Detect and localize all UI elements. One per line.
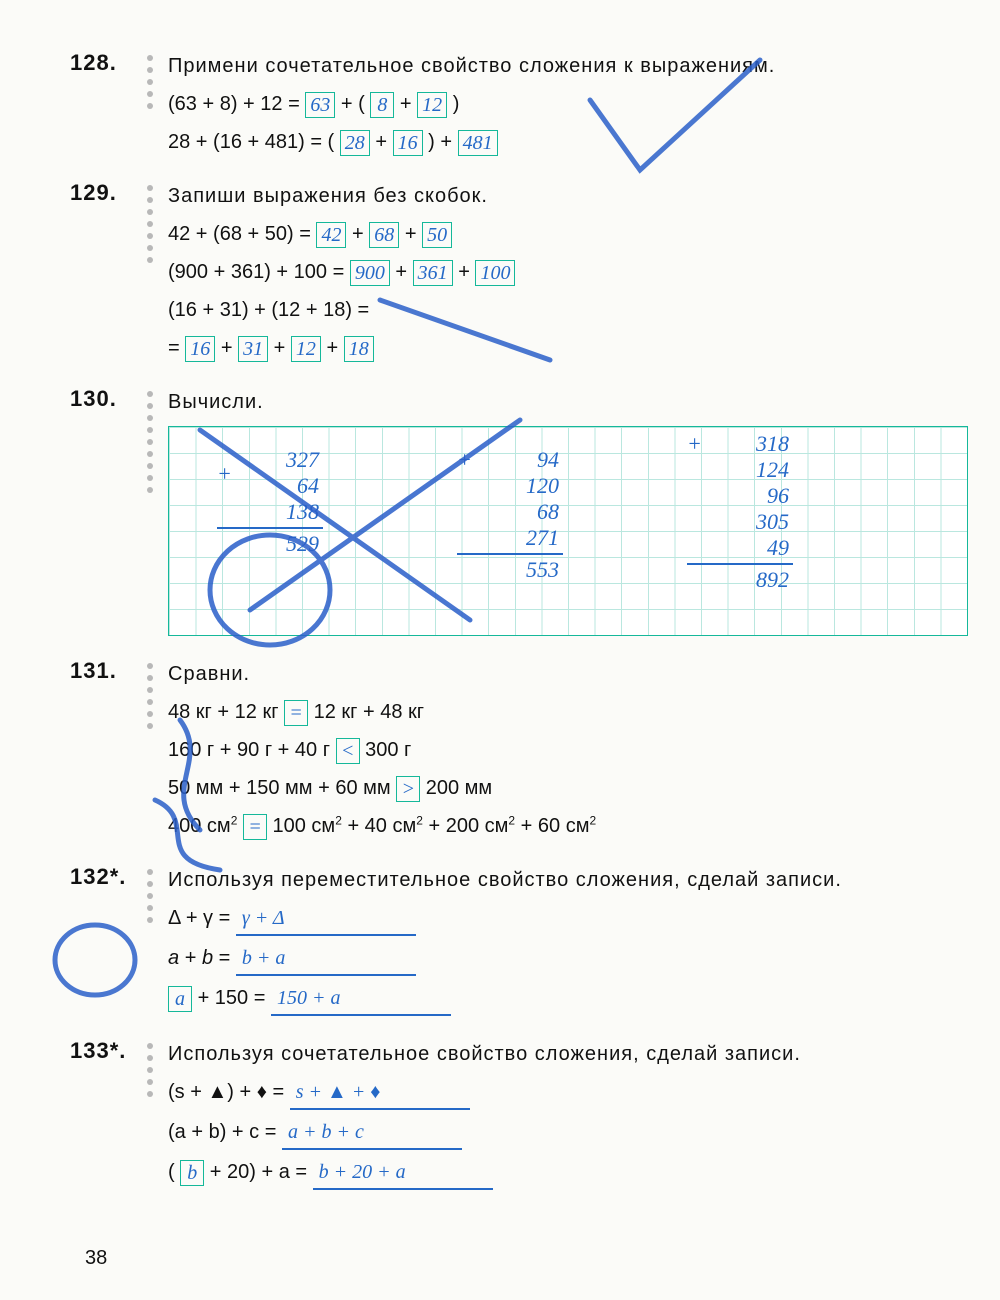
equation-line: (s + ▲) + ♦ = s + ▲ + ♦ <box>168 1076 940 1110</box>
column-addition-3: 318 124 +96 305 49 892 <box>709 431 789 593</box>
answer-box: 16 <box>393 130 423 156</box>
answer-box: 63 <box>305 92 335 118</box>
exercise-132: 132*. Используя переместительное свойств… <box>70 864 940 1016</box>
answer-box: = <box>243 814 267 840</box>
workbook-page: 128. Примени сочетательное свойство слож… <box>0 0 1000 1300</box>
answer-box: b <box>180 1160 204 1186</box>
compare-line: 400 см2 = 100 см2 + 40 см2 + 200 см2 + 6… <box>168 810 940 842</box>
compare-line: 160 г + 90 г + 40 г < 300 г <box>168 734 940 766</box>
equation-line: Δ + γ = γ + Δ <box>168 902 940 936</box>
answer-box: 100 <box>475 260 515 286</box>
answer-line: s + ▲ + ♦ <box>290 1076 470 1110</box>
answer-box: 28 <box>340 130 370 156</box>
equation-line: 42 + (68 + 50) = 42 + 68 + 50 <box>168 218 940 250</box>
exercise-128: 128. Примени сочетательное свойство слож… <box>70 50 940 158</box>
answer-box: 12 <box>291 336 321 362</box>
answer-box: 481 <box>458 130 498 156</box>
compare-line: 48 кг + 12 кг = 12 кг + 48 кг <box>168 696 940 728</box>
column-addition-2: 94 120 +68 271 553 <box>479 447 559 583</box>
dots-decoration <box>140 180 160 364</box>
answer-box: > <box>396 776 420 802</box>
exercise-number: 129. <box>70 180 140 364</box>
dots-decoration <box>140 658 160 842</box>
instruction: Используя переместительное свойство слож… <box>168 864 940 896</box>
answer-box: 8 <box>370 92 394 118</box>
answer-line: γ + Δ <box>236 902 416 936</box>
answer-box: = <box>284 700 308 726</box>
answer-box: 42 <box>316 222 346 248</box>
answer-line: b + a <box>236 942 416 976</box>
page-number: 38 <box>85 1247 107 1270</box>
exercise-number: 133*. <box>70 1038 140 1190</box>
answer-box: a <box>168 986 192 1012</box>
instruction: Примени сочетательное свойство сложения … <box>168 50 940 82</box>
exercise-number: 132*. <box>70 864 140 1016</box>
answer-box: 68 <box>369 222 399 248</box>
exercise-number: 130. <box>70 386 140 636</box>
calculation-grid: 327 +64 138 529 94 120 +68 271 553 318 1… <box>168 426 968 636</box>
equation-line: ( b + 20) + a = b + 20 + a <box>168 1156 940 1190</box>
instruction: Сравни. <box>168 658 940 690</box>
answer-box: 12 <box>417 92 447 118</box>
answer-line: a + b + c <box>282 1116 462 1150</box>
answer-box: 50 <box>422 222 452 248</box>
dots-decoration <box>140 1038 160 1190</box>
answer-box: 18 <box>344 336 374 362</box>
dots-decoration <box>140 864 160 1016</box>
equation-line: 28 + (16 + 481) = ( 28 + 16 ) + 481 <box>168 126 940 158</box>
exercise-130: 130. Вычисли. 327 +64 138 529 94 120 +68… <box>70 386 940 636</box>
answer-box: 16 <box>185 336 215 362</box>
compare-line: 50 мм + 150 мм + 60 мм > 200 мм <box>168 772 940 804</box>
column-addition-1: 327 +64 138 529 <box>239 447 319 557</box>
instruction: Запиши выражения без скобок. <box>168 180 940 212</box>
exercise-number: 131. <box>70 658 140 842</box>
equation-line: (16 + 31) + (12 + 18) = <box>168 294 940 326</box>
answer-line: b + 20 + a <box>313 1156 493 1190</box>
answer-box: 31 <box>238 336 268 362</box>
answer-box: < <box>336 738 360 764</box>
exercise-133: 133*. Используя сочетательное свойство с… <box>70 1038 940 1190</box>
dots-decoration <box>140 386 160 636</box>
exercise-number: 128. <box>70 50 140 158</box>
answer-line: 150 + a <box>271 982 451 1016</box>
equation-line: a + 150 = 150 + a <box>168 982 940 1016</box>
equation-line: (63 + 8) + 12 = 63 + ( 8 + 12 ) <box>168 88 940 120</box>
equation-line: (900 + 361) + 100 = 900 + 361 + 100 <box>168 256 940 288</box>
instruction: Вычисли. <box>168 386 968 418</box>
equation-line: a + b = b + a <box>168 942 940 976</box>
exercise-131: 131. Сравни. 48 кг + 12 кг = 12 кг + 48 … <box>70 658 940 842</box>
answer-box: 361 <box>413 260 453 286</box>
dots-decoration <box>140 50 160 158</box>
equation-line: = 16 + 31 + 12 + 18 <box>168 332 940 364</box>
exercise-129: 129. Запиши выражения без скобок. 42 + (… <box>70 180 940 364</box>
instruction: Используя сочетательное свойство сложени… <box>168 1038 940 1070</box>
answer-box: 900 <box>350 260 390 286</box>
equation-line: (a + b) + c = a + b + c <box>168 1116 940 1150</box>
